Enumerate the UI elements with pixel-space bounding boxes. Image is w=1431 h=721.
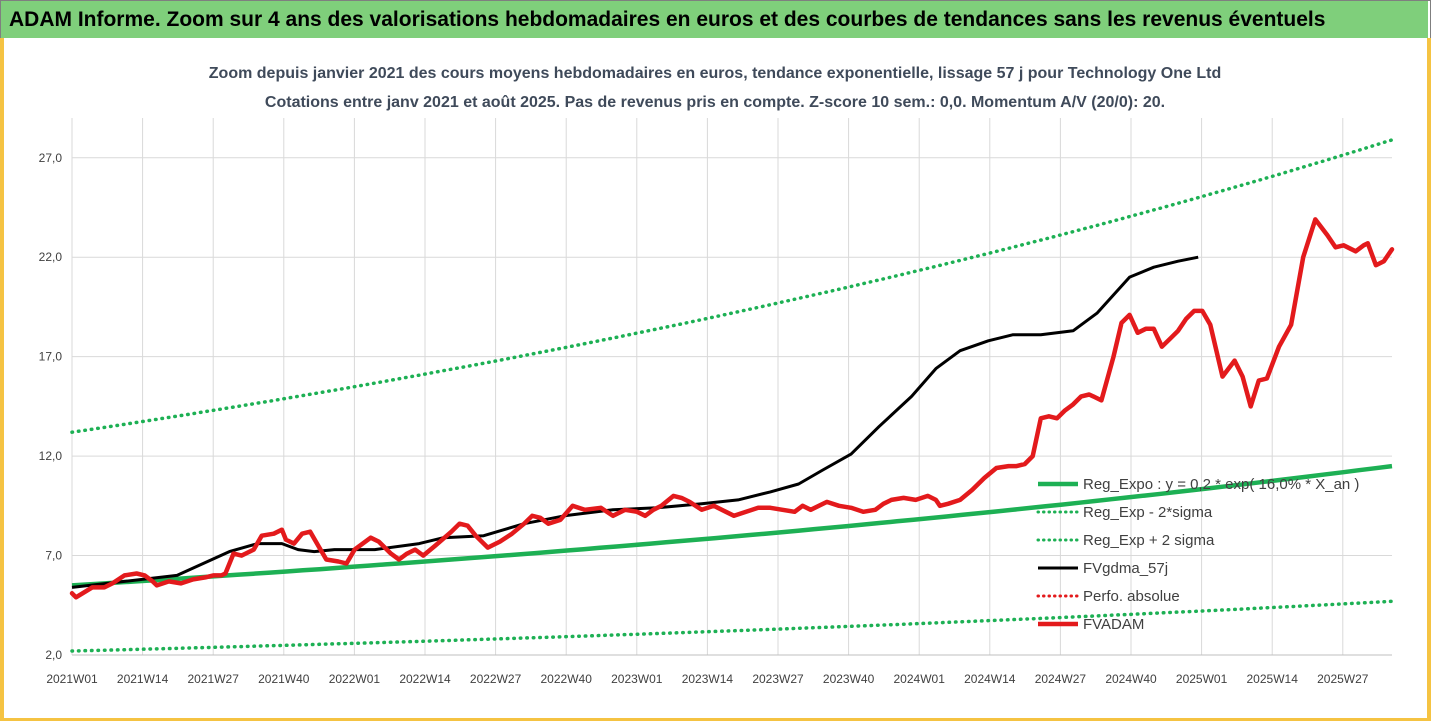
series-reg-plus-2sigma — [70, 138, 1394, 434]
frame-accent-left — [0, 38, 4, 721]
x-tick-label: 2021W01 — [46, 672, 98, 686]
chart-legend: Reg_Expo : y = 0,2 * exp( 16,0% * X_an )… — [1036, 476, 1359, 633]
chart-title-line1: Zoom depuis janvier 2021 des cours moyen… — [209, 65, 1221, 82]
x-tick-label: 2022W27 — [470, 672, 522, 686]
x-tick-label: 2022W14 — [399, 672, 451, 686]
x-tick-label: 2023W01 — [611, 672, 663, 686]
y-axis: 2,0 7,0 12,0 17,0 22,0 27,0 — [39, 151, 63, 662]
x-tick-label: 2021W40 — [258, 672, 310, 686]
series-fvadam — [69, 217, 1395, 600]
x-tick-label: 2022W01 — [329, 672, 381, 686]
x-tick-label: 2023W14 — [682, 672, 734, 686]
series-fvgdma-57j — [71, 255, 1199, 589]
chart-title-line2: Cotations entre janv 2021 et août 2025. … — [265, 94, 1165, 111]
series-reg-minus-2sigma — [70, 599, 1394, 653]
x-tick-label: 2023W40 — [823, 672, 875, 686]
x-tick-label: 2025W27 — [1317, 672, 1369, 686]
series-reg-expo — [71, 463, 1393, 588]
y-tick-label: 27,0 — [39, 151, 63, 165]
legend-label: Reg_Exp - 2*sigma — [1083, 504, 1213, 521]
x-tick-label: 2024W01 — [894, 672, 946, 686]
y-tick-label: 2,0 — [45, 648, 62, 662]
frame-accent-bottom — [0, 718, 1431, 721]
y-tick-label: 7,0 — [45, 549, 62, 563]
x-tick-label: 2021W27 — [188, 672, 240, 686]
legend-label: FVgdma_57j — [1083, 560, 1168, 577]
x-tick-label: 2024W27 — [1035, 672, 1087, 686]
legend-label: FVADAM — [1083, 616, 1144, 633]
y-tick-label: 17,0 — [39, 350, 63, 364]
frame-accent-right — [1427, 38, 1431, 721]
x-tick-label: 2022W40 — [541, 672, 593, 686]
legend-label: Reg_Expo : y = 0,2 * exp( 16,0% * X_an ) — [1083, 476, 1359, 493]
x-tick-label: 2025W01 — [1176, 672, 1228, 686]
report-banner: ADAM Informe. Zoom sur 4 ans des valoris… — [1, 1, 1428, 38]
x-tick-label: 2024W40 — [1105, 672, 1157, 686]
x-tick-label: 2025W14 — [1247, 672, 1299, 686]
legend-label: Perfo. absolue — [1083, 588, 1180, 605]
y-tick-label: 12,0 — [39, 449, 63, 463]
legend-label: Reg_Exp + 2 sigma — [1083, 532, 1215, 549]
x-tick-label: 2023W27 — [752, 672, 804, 686]
y-tick-label: 22,0 — [39, 250, 63, 264]
series-layer — [69, 138, 1395, 653]
x-tick-label: 2024W14 — [964, 672, 1016, 686]
x-axis: 2021W01 2021W14 2021W27 2021W40 2022W01 2022W… — [46, 654, 1392, 686]
x-tick-label: 2021W14 — [117, 672, 169, 686]
